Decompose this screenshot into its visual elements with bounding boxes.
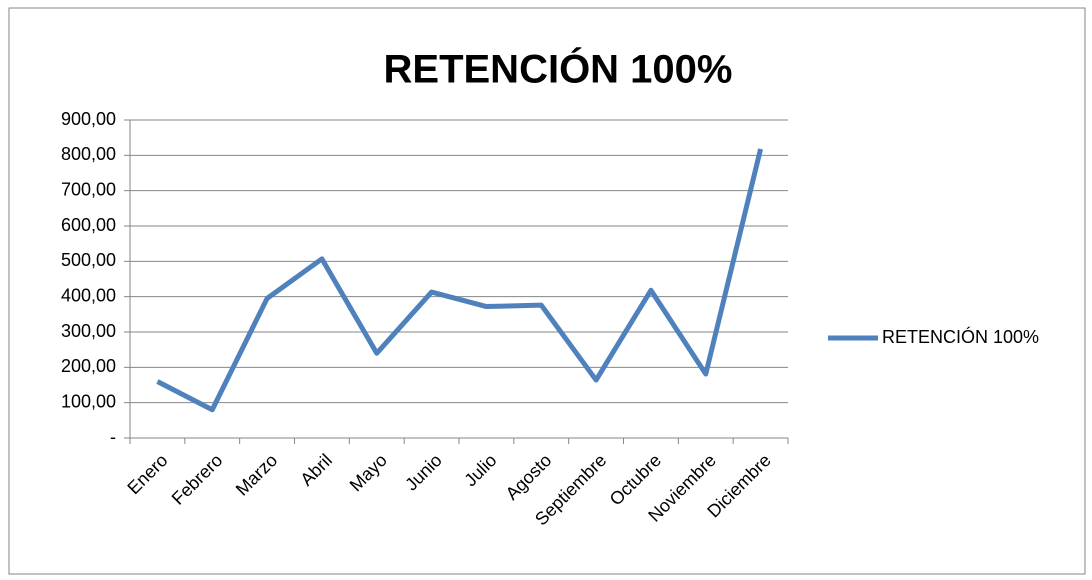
- y-tick-label: 500,00: [61, 250, 116, 270]
- legend-label: RETENCIÓN 100%: [882, 326, 1039, 347]
- chart-border: [8, 7, 1086, 575]
- y-tick-label: 900,00: [61, 109, 116, 129]
- line-series: [156, 148, 764, 413]
- y-tick-label: 300,00: [61, 321, 116, 341]
- chart-title: RETENCIÓN 100%: [384, 46, 733, 92]
- y-tick-label: 600,00: [61, 215, 116, 235]
- y-tick-label: 400,00: [61, 285, 116, 305]
- y-tick-label: 800,00: [61, 144, 116, 164]
- y-tick-label: 100,00: [61, 391, 116, 411]
- y-tick-label: 700,00: [61, 179, 116, 199]
- y-tick-label: -: [110, 427, 116, 447]
- y-tick-label: 200,00: [61, 356, 116, 376]
